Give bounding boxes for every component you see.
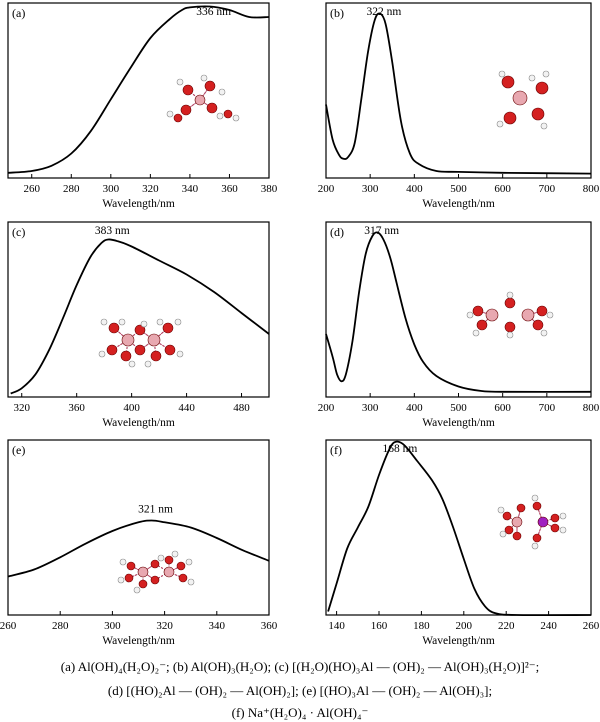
plot-frame — [7, 439, 270, 616]
molecule-structure — [496, 70, 550, 130]
x-axis-label: Wavelength/nm — [422, 635, 495, 647]
peak-label: 321 nm — [138, 504, 173, 516]
x-tick-label: 340 — [182, 183, 199, 195]
peak-label: 317 nm — [364, 225, 399, 237]
x-axis-label: Wavelength/nm — [102, 198, 175, 210]
spectrum-line — [325, 231, 592, 393]
peak-label: 322 nm — [366, 6, 401, 18]
spectrum-line — [10, 238, 270, 395]
x-axis-label: Wavelength/nm — [102, 635, 175, 647]
molecule-structure — [98, 318, 184, 368]
x-tick-label: 400 — [406, 183, 423, 195]
x-tick-label: 700 — [539, 402, 556, 414]
panel-label: (e) — [12, 443, 25, 457]
chart-panel-b: 200 300 400 500 600 700 800 Wavelength/nm (b) 322… — [318, 2, 600, 210]
x-tick-label: 140 — [328, 620, 345, 632]
x-tick-label: 180 — [413, 620, 430, 632]
x-tick-label: 300 — [362, 402, 379, 414]
chart-panel-e: 260 280 300 320 340 360 Wavelength/nm (e) 321 nm — [0, 439, 278, 647]
x-tick-label: 220 — [498, 620, 515, 632]
molecule-structure — [497, 494, 567, 550]
x-tick-label: 400 — [123, 402, 140, 414]
x-tick-label: 800 — [583, 183, 600, 195]
molecule-structure — [117, 550, 195, 594]
x-tick-label: 360 — [221, 183, 238, 195]
x-tick-label: 320 — [142, 183, 159, 195]
x-tick-label: 440 — [178, 402, 195, 414]
chart-panel-c: 320 360 400 440 480 Wavelength/nm (c) 383 nm — [7, 221, 270, 429]
spectrum-line — [7, 5, 270, 174]
plot-frame — [325, 221, 592, 398]
panel-label: (f) — [330, 443, 342, 457]
caption-line-1: (a) Al(OH)₄(H₂O)₂⁻; (b) Al(OH)₃(H₂O); (c… — [60, 659, 540, 674]
spectrum-line — [325, 12, 592, 175]
molecule-structure — [466, 291, 554, 339]
panel-label: (d) — [330, 225, 344, 239]
plot-frame — [325, 439, 592, 616]
x-tick-label: 800 — [583, 402, 600, 414]
chart-panel-d: 200 300 400 500 600 700 800 Wavelength/nm (d) 317… — [318, 221, 600, 429]
x-tick-label: 500 — [450, 183, 467, 195]
x-tick-label: 320 — [156, 620, 173, 632]
x-tick-label: 600 — [494, 183, 511, 195]
x-tick-label: 260 — [583, 620, 600, 632]
x-tick-label: 300 — [362, 183, 379, 195]
x-tick-label: 500 — [450, 402, 467, 414]
peak-label: 383 nm — [95, 225, 130, 237]
x-tick-label: 360 — [68, 402, 85, 414]
panel-label: (c) — [12, 225, 25, 239]
x-tick-label: 300 — [104, 620, 121, 632]
panel-label: (a) — [12, 6, 25, 20]
x-tick-label: 380 — [261, 183, 278, 195]
plot-frame — [7, 221, 270, 398]
molecule-structure — [166, 74, 240, 123]
peak-label: 336 nm — [196, 6, 231, 18]
x-tick-label: 200 — [456, 620, 473, 632]
x-axis-label: Wavelength/nm — [422, 198, 495, 210]
caption-line-3: (f) Na⁺(H₂O)₄ · Al(OH)₄⁻ — [231, 705, 369, 720]
x-tick-label: 260 — [0, 620, 17, 632]
plot-frame — [7, 2, 270, 179]
x-tick-label: 200 — [318, 183, 335, 195]
caption-line-2: (d) [(HO)₂Al — (OH)₂ — Al(OH)₂]; (e) [(H… — [107, 683, 493, 698]
x-tick-label: 280 — [52, 620, 69, 632]
spectrum-line — [327, 440, 592, 617]
x-tick-label: 260 — [23, 183, 40, 195]
plot-frame — [325, 2, 592, 179]
chart-panel-f: 140 160 180 200 220 240 260 Wavelength/nm (f) 168… — [325, 439, 600, 647]
x-tick-label: 300 — [103, 183, 120, 195]
panel-label: (b) — [330, 6, 344, 20]
x-tick-label: 320 — [13, 402, 30, 414]
x-tick-label: 480 — [233, 402, 250, 414]
x-tick-label: 160 — [371, 620, 388, 632]
x-tick-label: 280 — [63, 183, 80, 195]
x-tick-label: 600 — [494, 402, 511, 414]
peak-label: 168 nm — [383, 443, 418, 455]
chart-panel-a: 260 280 300 320 340 360 380 Wavelength/nm (a) 336… — [7, 2, 278, 210]
x-tick-label: 400 — [406, 402, 423, 414]
figure: 260 280 300 320 340 360 380 Wavelength/nm (a) 336… — [0, 2, 600, 647]
x-tick-label: 240 — [540, 620, 557, 632]
x-tick-label: 700 — [539, 183, 556, 195]
x-axis-label: Wavelength/nm — [102, 417, 175, 429]
x-axis-label: Wavelength/nm — [422, 417, 495, 429]
spectrum-line — [7, 519, 270, 578]
x-tick-label: 200 — [318, 402, 335, 414]
x-tick-label: 360 — [261, 620, 278, 632]
x-tick-label: 340 — [209, 620, 226, 632]
